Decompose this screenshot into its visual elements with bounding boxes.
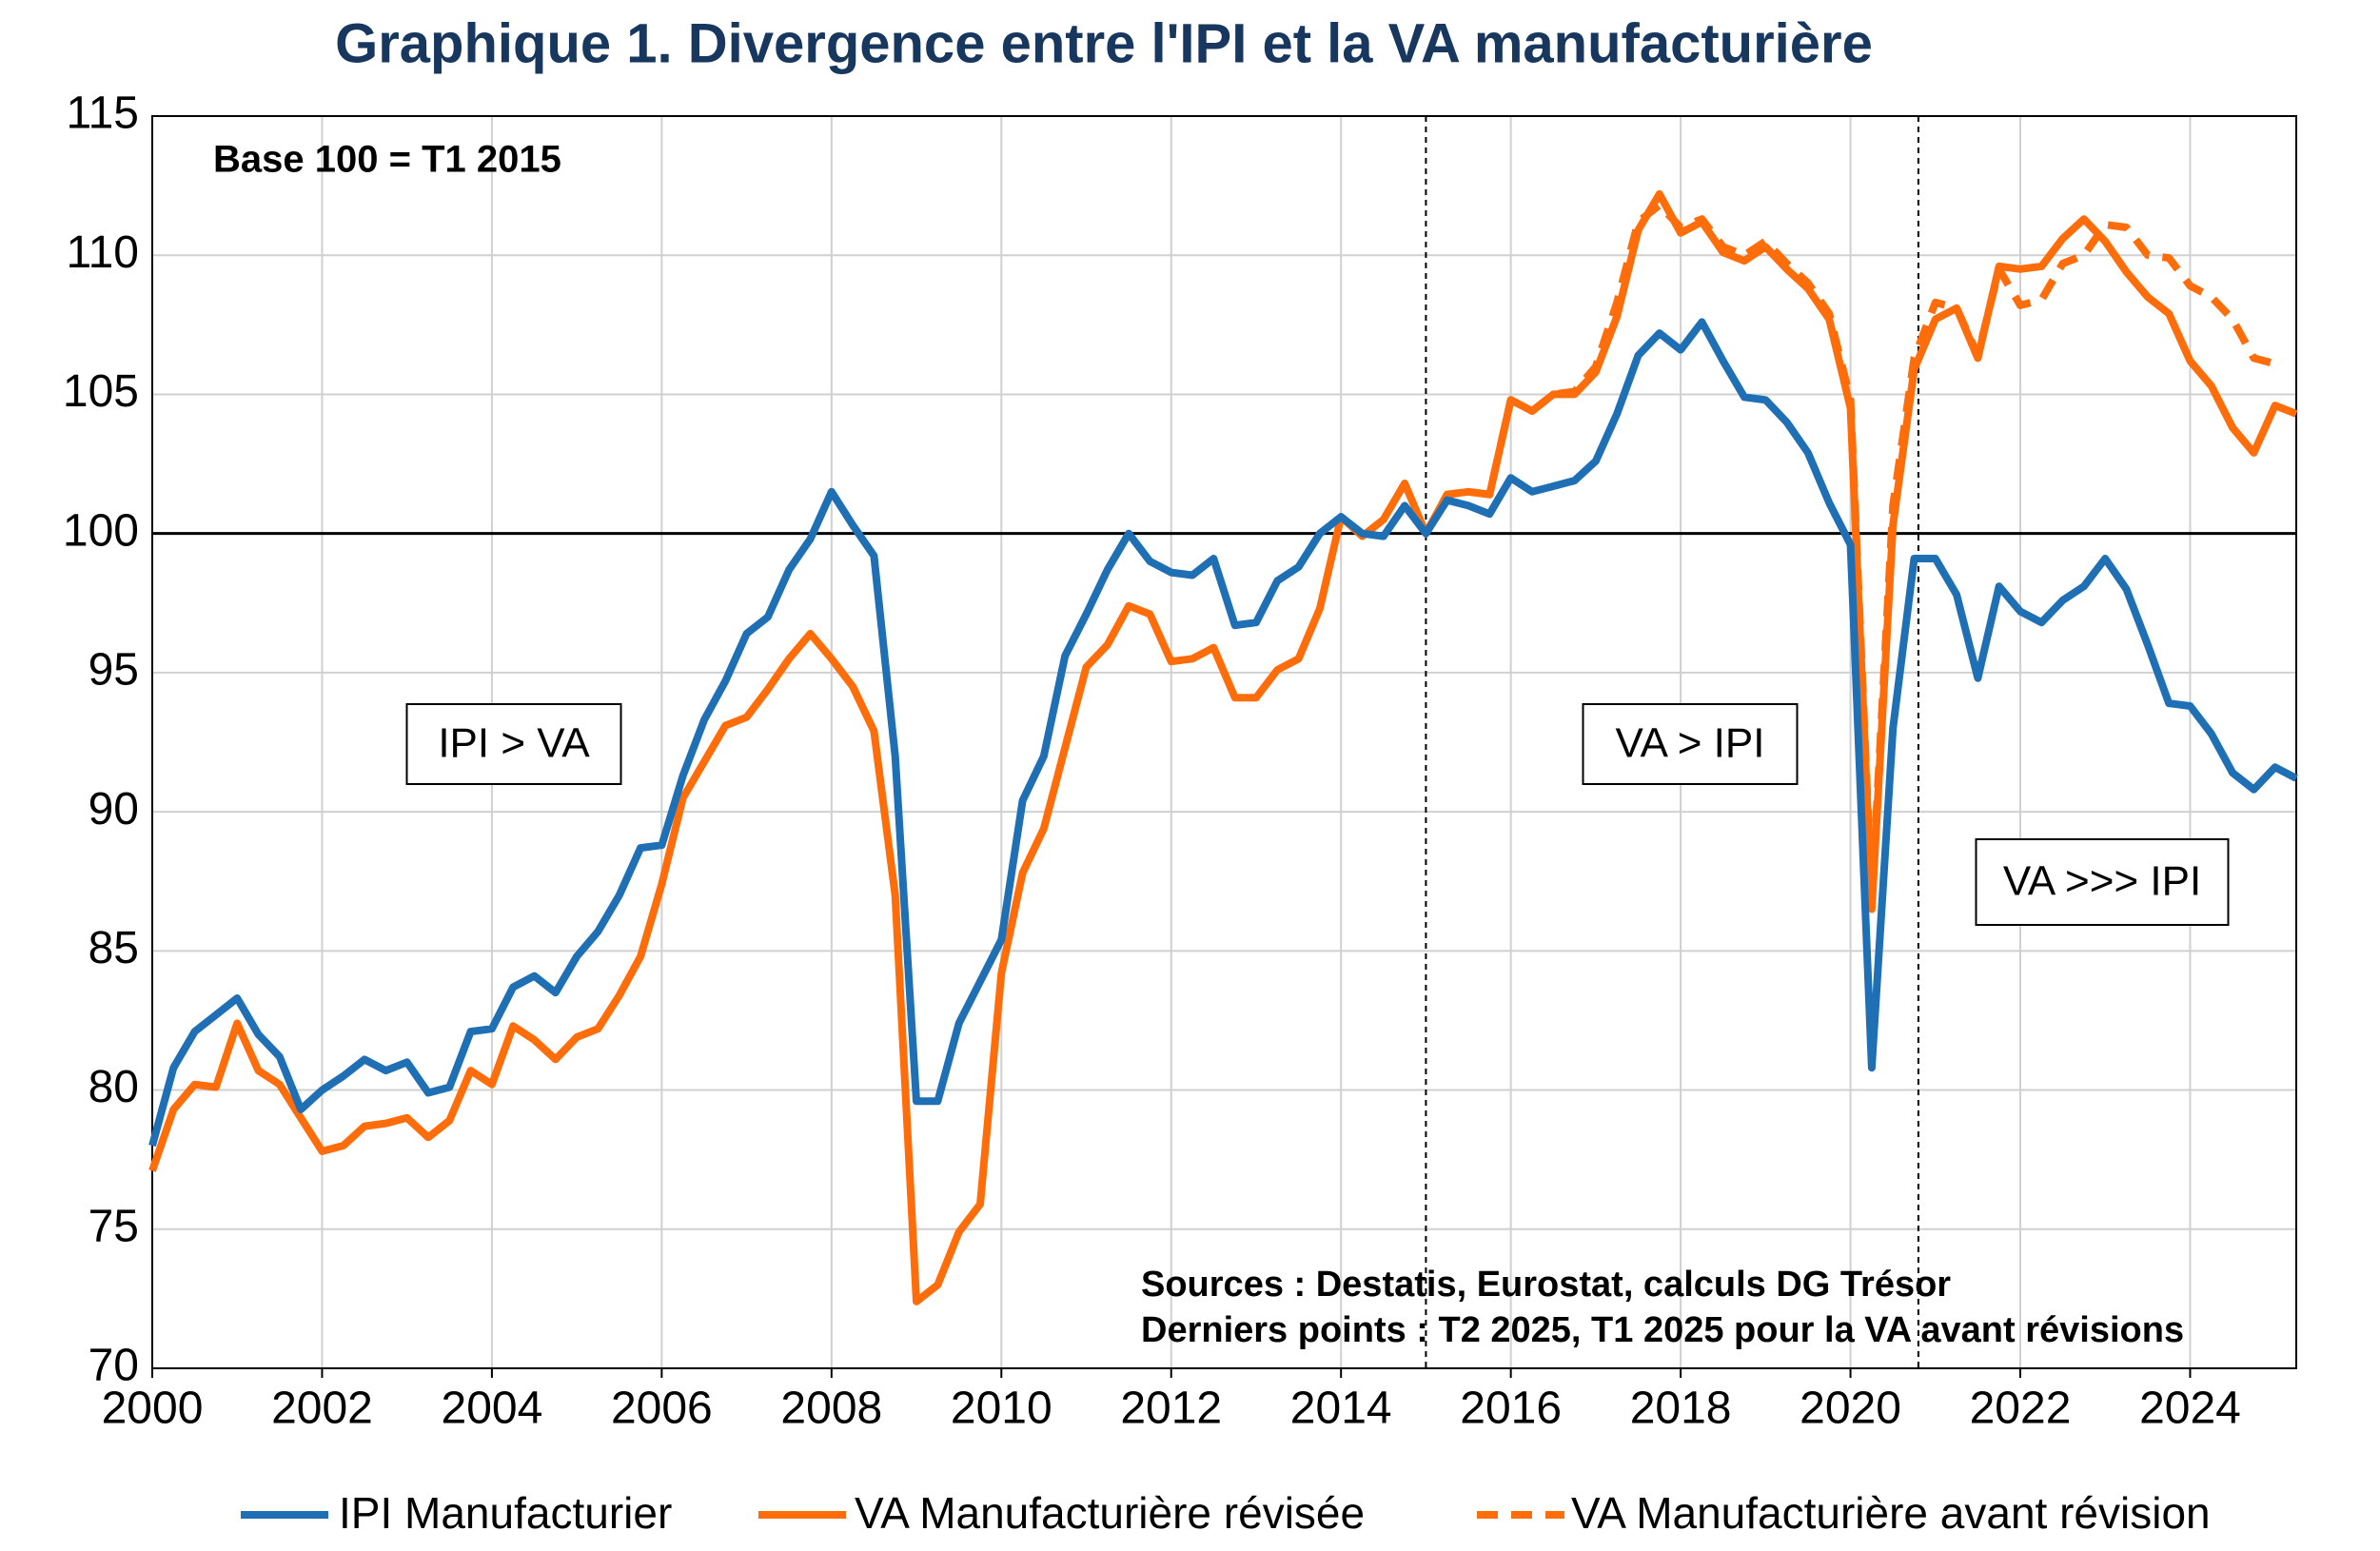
x-tick-label: 2004 — [442, 1384, 543, 1434]
annotation-box — [405, 703, 622, 785]
y-tick-label: 105 — [63, 366, 139, 417]
x-tick-label: 2018 — [1630, 1384, 1732, 1434]
legend-label: VA Manufacturière avant révision — [1571, 1488, 2211, 1538]
annotation: Base 100 = T1 2015 — [213, 139, 561, 181]
x-tick-label: 2002 — [271, 1384, 373, 1434]
annotation: VA >>> IPI — [2003, 858, 2201, 905]
x-tick-label: 2014 — [1290, 1384, 1392, 1434]
y-tick-label: 95 — [89, 645, 139, 696]
y-tick-label: 85 — [89, 923, 139, 973]
x-tick-label: 2012 — [1120, 1384, 1222, 1434]
x-tick-label: 2022 — [1970, 1384, 2072, 1434]
legend-label: VA Manufacturière révisée — [855, 1488, 1365, 1538]
y-tick-label: 100 — [63, 505, 139, 556]
y-tick-label: 90 — [89, 784, 139, 834]
series-line — [148, 318, 2298, 1148]
annotation: VA > IPI — [1616, 720, 1765, 767]
series-line — [148, 189, 2298, 1306]
annotation: IPI > VA — [438, 720, 590, 767]
y-tick-label: 80 — [89, 1062, 139, 1112]
y-tick-label: 110 — [66, 227, 139, 278]
annotation-box — [1975, 838, 2230, 926]
x-tick-label: 2006 — [611, 1384, 713, 1434]
y-tick-label: 70 — [89, 1341, 139, 1391]
y-tick-label: 115 — [66, 88, 139, 139]
annotation-box — [1582, 703, 1799, 785]
x-tick-label: 2020 — [1800, 1384, 1901, 1434]
x-tick-label: 2016 — [1460, 1384, 1562, 1434]
annotation: Derniers points : T2 2025, T1 2025 pour … — [1141, 1310, 2184, 1350]
x-tick-label: 2008 — [780, 1384, 882, 1434]
x-tick-label: 2000 — [102, 1384, 204, 1434]
plot-frame — [151, 115, 2297, 1369]
chart-title: Graphique 1. Divergence entre l'IPI et l… — [335, 12, 1873, 74]
annotation: Sources : Destatis, Eurostat, calculs DG… — [1141, 1265, 1951, 1305]
y-tick-label: 75 — [89, 1201, 139, 1251]
x-tick-label: 2010 — [951, 1384, 1052, 1434]
legend-label: IPI Manufacturier — [339, 1488, 672, 1538]
x-tick-label: 2024 — [2139, 1384, 2241, 1434]
